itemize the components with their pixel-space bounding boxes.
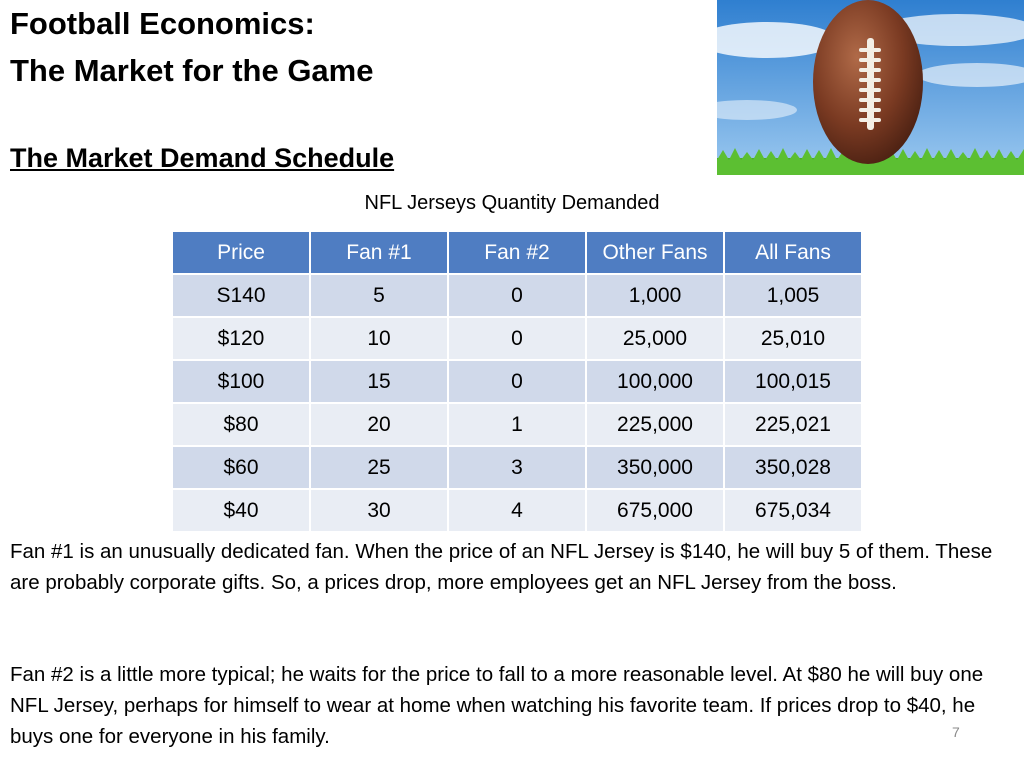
price-cell: $80 <box>171 402 311 447</box>
all-fans-cell: 675,034 <box>723 488 863 533</box>
table-row: $40 30 4 675,000 675,034 <box>171 488 863 533</box>
table-row: S140 5 0 1,000 1,005 <box>171 273 863 318</box>
fan-1-cell: 10 <box>309 316 449 361</box>
title-line-2: The Market for the Game <box>10 53 374 88</box>
table-row: $80 20 1 225,000 225,021 <box>171 402 863 447</box>
fan-2-cell: 4 <box>447 488 587 533</box>
football-photo <box>717 0 1024 175</box>
table-row: $100 15 0 100,000 100,015 <box>171 359 863 404</box>
other-fans-cell: 350,000 <box>585 445 725 490</box>
header-price: Price <box>171 230 311 275</box>
demand-schedule-table: Price Fan #1 Fan #2 Other Fans All Fans … <box>171 230 863 533</box>
table-row: $60 25 3 350,000 350,028 <box>171 445 863 490</box>
all-fans-cell: 350,028 <box>723 445 863 490</box>
header-fan-2: Fan #2 <box>447 230 587 275</box>
page-number: 7 <box>952 724 960 740</box>
fan-2-cell: 1 <box>447 402 587 447</box>
fan-1-cell: 15 <box>309 359 449 404</box>
other-fans-cell: 1,000 <box>585 273 725 318</box>
other-fans-cell: 675,000 <box>585 488 725 533</box>
all-fans-cell: 1,005 <box>723 273 863 318</box>
fan-2-cell: 0 <box>447 273 587 318</box>
other-fans-cell: 25,000 <box>585 316 725 361</box>
table-header-row: Price Fan #1 Fan #2 Other Fans All Fans <box>171 230 863 275</box>
slide-title: Football Economics: The Market for the G… <box>10 0 373 94</box>
table-caption: NFL Jerseys Quantity Demanded <box>364 192 660 214</box>
all-fans-cell: 25,010 <box>723 316 863 361</box>
header-fan-1: Fan #1 <box>309 230 449 275</box>
table-row: $120 10 0 25,000 25,010 <box>171 316 863 361</box>
fan-1-cell: 20 <box>309 402 449 447</box>
other-fans-cell: 225,000 <box>585 402 725 447</box>
fan-2-paragraph: Fan #2 is a little more typical; he wait… <box>10 663 984 748</box>
header-other-fans: Other Fans <box>585 230 725 275</box>
slide-subtitle: The Market Demand Schedule <box>10 143 395 173</box>
title-line-1: Football Economics: <box>10 6 315 41</box>
price-cell: $60 <box>171 445 311 490</box>
fan-1-paragraph: Fan #1 is an unusually dedicated fan. Wh… <box>10 540 993 594</box>
price-cell: S140 <box>171 273 311 318</box>
fan-1-cell: 25 <box>309 445 449 490</box>
fan-2-cell: 3 <box>447 445 587 490</box>
price-cell: $100 <box>171 359 311 404</box>
fan-1-cell: 30 <box>309 488 449 533</box>
price-cell: $40 <box>171 488 311 533</box>
fan-2-cell: 0 <box>447 316 587 361</box>
fan-2-cell: 0 <box>447 359 587 404</box>
price-cell: $120 <box>171 316 311 361</box>
all-fans-cell: 225,021 <box>723 402 863 447</box>
other-fans-cell: 100,000 <box>585 359 725 404</box>
fan-1-cell: 5 <box>309 273 449 318</box>
all-fans-cell: 100,015 <box>723 359 863 404</box>
header-all-fans: All Fans <box>723 230 863 275</box>
